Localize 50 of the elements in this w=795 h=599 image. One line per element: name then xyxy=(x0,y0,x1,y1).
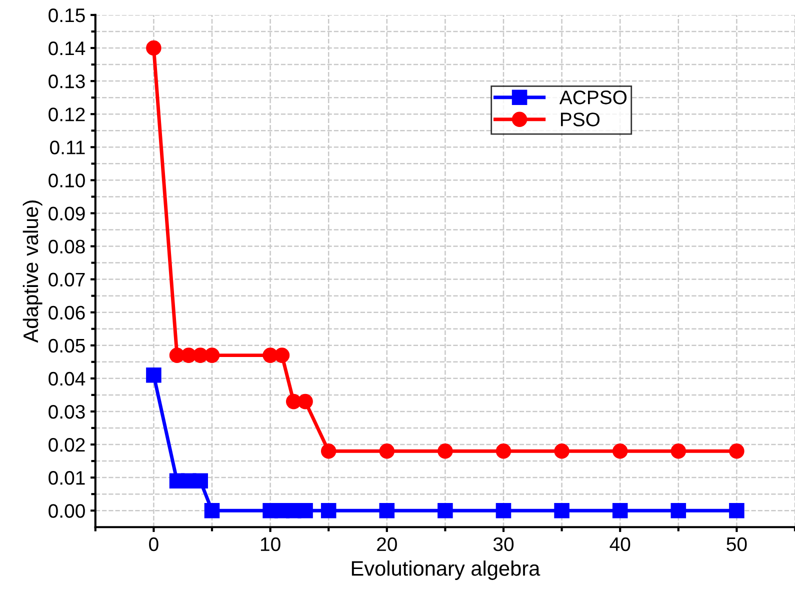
x-tick-label: 0 xyxy=(149,537,158,552)
x-tick-label: 30 xyxy=(493,537,514,552)
point xyxy=(438,502,453,518)
y-tick-label: 0.02 xyxy=(48,438,85,452)
y-tick-label: 0.08 xyxy=(48,240,85,254)
point xyxy=(612,443,628,459)
point xyxy=(192,473,208,488)
x-tick-label: 20 xyxy=(377,537,397,552)
y-tick-label: 0.14 xyxy=(48,41,86,56)
y-tick-label: 0.04 xyxy=(48,372,86,386)
point xyxy=(320,443,336,459)
y-axis-title: Adaptive value) xyxy=(22,200,42,343)
legend-label: ACPSO xyxy=(559,90,627,104)
point xyxy=(438,443,453,459)
y-tick-label: 0.07 xyxy=(48,272,85,287)
y-tick-label: 0.03 xyxy=(48,404,85,419)
point xyxy=(554,443,570,459)
point xyxy=(379,502,395,518)
point xyxy=(670,443,686,459)
y-tick-label: 0.11 xyxy=(50,140,85,154)
point xyxy=(729,502,744,518)
y-tick-label: 0.05 xyxy=(48,338,85,353)
y-tick-label: 0.10 xyxy=(48,174,85,188)
y-tick-label: 0.09 xyxy=(48,206,85,220)
y-tick-label: 0.00 xyxy=(48,504,85,518)
point xyxy=(379,443,395,459)
x-tick-label: 40 xyxy=(610,537,630,552)
point xyxy=(320,502,336,518)
y-tick-label: 0.15 xyxy=(48,8,85,22)
point xyxy=(146,367,162,383)
x-axis-title: Evolutionary algebra xyxy=(352,560,540,580)
point xyxy=(298,394,313,410)
y-tick-label: 0.13 xyxy=(48,74,85,88)
legend-label: PSO xyxy=(560,112,600,126)
x-tick-label: 10 xyxy=(260,537,280,552)
point xyxy=(496,502,512,518)
point xyxy=(496,443,512,459)
point xyxy=(204,348,220,363)
y-tick-label: 0.06 xyxy=(48,306,85,320)
y-tick-label: 0.12 xyxy=(48,108,85,122)
point xyxy=(298,502,313,518)
x-tick-label: 50 xyxy=(726,537,747,552)
point xyxy=(612,502,628,518)
point xyxy=(729,443,744,459)
point xyxy=(146,40,162,56)
point xyxy=(670,502,686,518)
point xyxy=(554,502,570,518)
point xyxy=(204,502,220,518)
y-tick-label: 0.01 xyxy=(48,471,85,485)
point xyxy=(274,348,290,363)
